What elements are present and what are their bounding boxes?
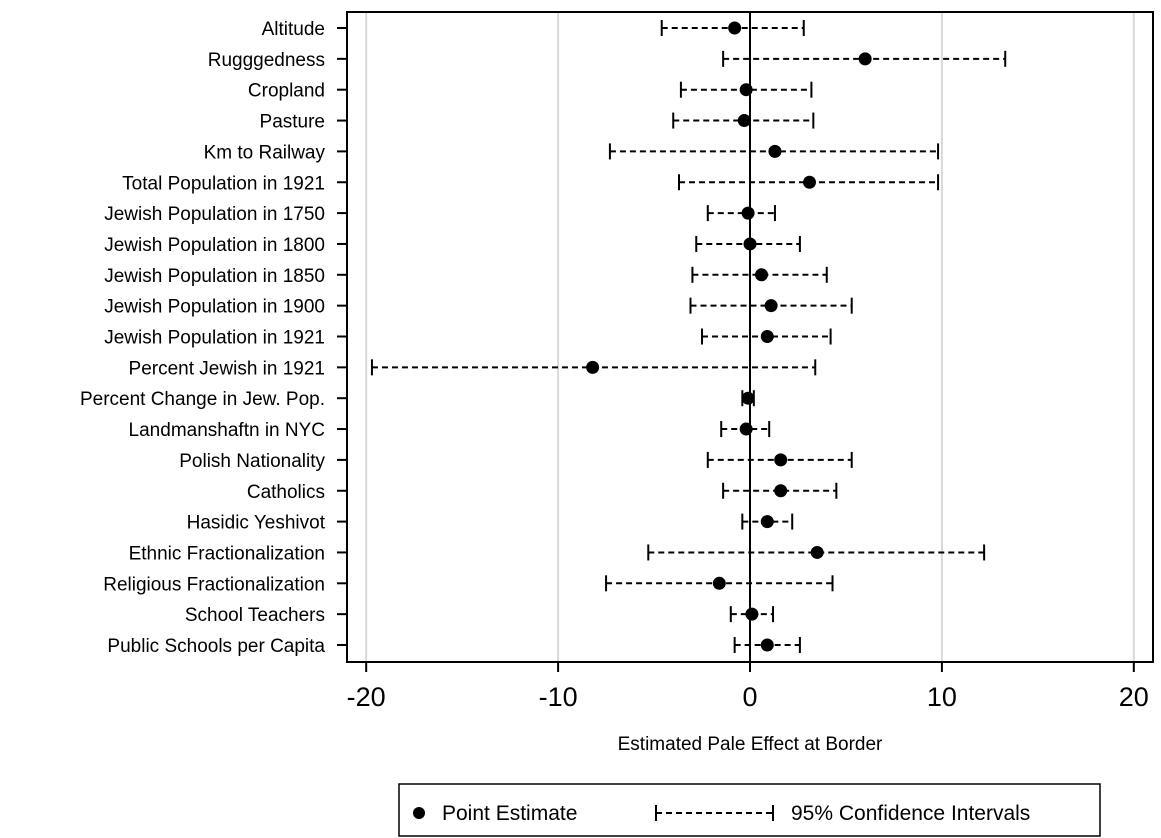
point-estimate: [760, 330, 774, 343]
x-axis: -20 -10 0 10 20: [347, 662, 1149, 712]
x-axis-title: Estimated Pale Effect at Border: [618, 734, 883, 755]
x-tick-label: 0: [742, 682, 757, 712]
y-tick-label: Jewish Population in 1921: [104, 328, 325, 349]
y-axis-labels: Altitude Rugggedness Cropland Pasture Km to …: [80, 19, 347, 657]
point-estimate: [755, 268, 769, 282]
point-estimate: [712, 576, 726, 590]
y-tick-label: Percent Jewish in 1921: [129, 358, 325, 379]
x-tick-label: 20: [1119, 682, 1149, 712]
point-estimate: [741, 391, 755, 405]
point-estimate: [586, 360, 600, 374]
point-estimate: [858, 52, 872, 66]
plot-frame: [346, 11, 1154, 663]
y-tick-label: Cropland: [248, 81, 325, 102]
point-estimate: [774, 484, 788, 498]
point-estimate: [774, 453, 788, 467]
y-tick-label: Landmanshaftn in NYC: [129, 420, 325, 441]
y-tick-label: Rugggedness: [208, 50, 325, 71]
y-tick-label: Catholics: [247, 482, 325, 503]
point-estimate: [768, 144, 782, 158]
legend-point-marker: [413, 807, 425, 819]
legend-point-label: Point Estimate: [442, 802, 577, 825]
y-tick-label: Altitude: [262, 19, 325, 40]
point-estimate: [810, 545, 824, 559]
x-tick-label: -10: [539, 682, 578, 712]
y-tick-label: Hasidic Yeshivot: [187, 513, 326, 534]
y-tick-label: School Teachers: [185, 605, 325, 626]
y-tick-label: Jewish Population in 1850: [104, 266, 325, 287]
point-estimate: [739, 83, 753, 97]
x-tick-label: 10: [927, 682, 957, 712]
point-estimate: [802, 175, 816, 189]
x-tick-label: -20: [347, 682, 386, 712]
point-estimate: [728, 21, 742, 35]
y-tick-label: Jewish Population in 1900: [104, 297, 325, 318]
y-tick-label: Polish Nationality: [179, 451, 325, 472]
point-estimate: [743, 237, 757, 251]
plot-marks: [370, 12, 1007, 662]
legend-box: [398, 783, 1101, 837]
y-tick-label: Ethnic Fractionalization: [129, 543, 325, 564]
point-estimate: [760, 515, 774, 529]
y-tick-label: Jewish Population in 1750: [104, 204, 325, 225]
gridlines: [365, 12, 1135, 662]
y-tick-label: Jewish Population in 1800: [104, 235, 325, 256]
y-tick-label: Pasture: [260, 112, 325, 133]
legend-ci-label: 95% Confidence Intervals: [791, 802, 1030, 825]
point-estimate: [737, 114, 751, 128]
point-estimate: [760, 638, 774, 652]
y-tick-label: Religious Fractionalization: [103, 574, 325, 595]
point-estimate: [741, 206, 755, 220]
legend: Point Estimate 95% Confidence Intervals: [398, 783, 1101, 837]
y-tick-label: Km to Railway: [204, 142, 326, 163]
point-estimate: [745, 607, 759, 621]
point-estimate: [739, 422, 753, 436]
y-tick-label: Total Population in 1921: [122, 173, 325, 194]
y-tick-label: Percent Change in Jew. Pop.: [80, 389, 325, 410]
y-tick-label: Public Schools per Capita: [107, 636, 325, 657]
point-estimate: [764, 299, 778, 313]
